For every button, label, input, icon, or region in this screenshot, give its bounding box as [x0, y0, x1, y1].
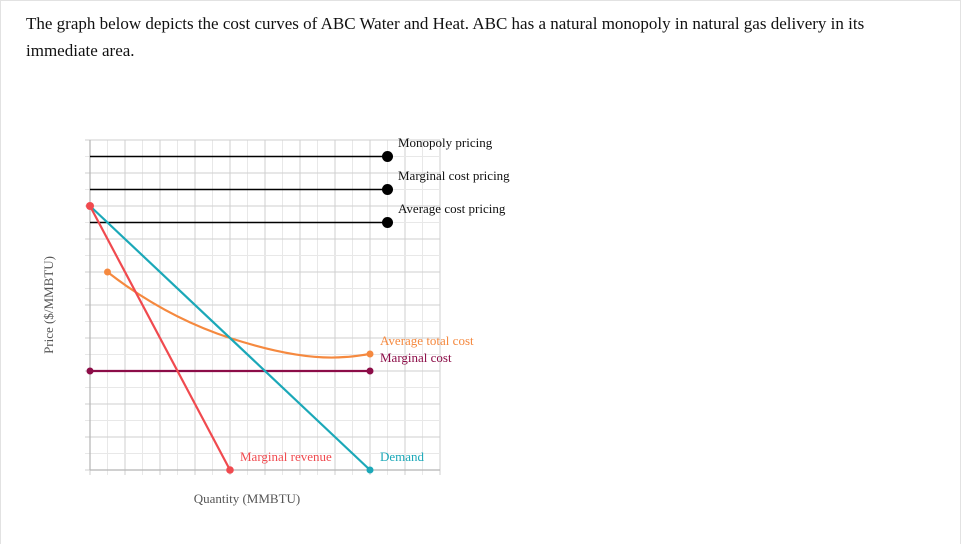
y-axis-label: Price ($/MMBTU): [41, 256, 56, 354]
ac-pricing-line[interactable]: [90, 217, 393, 228]
demand-curve[interactable]: [89, 205, 374, 474]
average-total-cost-curve[interactable]: [104, 268, 374, 359]
monopoly-pricing-label: Monopoly pricing: [398, 135, 493, 150]
marginal-cost-curve[interactable]: [86, 367, 374, 375]
mr-label: Marginal revenue: [240, 449, 332, 464]
x-axis-label: Quantity (MMBTU): [194, 491, 301, 506]
ac-pricing-handle[interactable]: [382, 217, 393, 228]
monopoly-pricing-handle[interactable]: [382, 151, 393, 162]
atc-label: Average total cost: [380, 333, 474, 348]
mc-label: Marginal cost: [380, 350, 452, 365]
question-prompt: The graph below depicts the cost curves …: [26, 14, 865, 60]
mc-pricing-line[interactable]: [90, 184, 393, 195]
marginal-revenue-curve[interactable]: [86, 202, 234, 474]
mc-pricing-label: Marginal cost pricing: [398, 168, 510, 183]
ac-pricing-label: Average cost pricing: [398, 201, 506, 216]
mc-pricing-handle[interactable]: [382, 184, 393, 195]
axis-ticks: [85, 139, 441, 475]
monopoly-pricing-line[interactable]: [90, 151, 393, 162]
demand-label: Demand: [380, 449, 425, 464]
